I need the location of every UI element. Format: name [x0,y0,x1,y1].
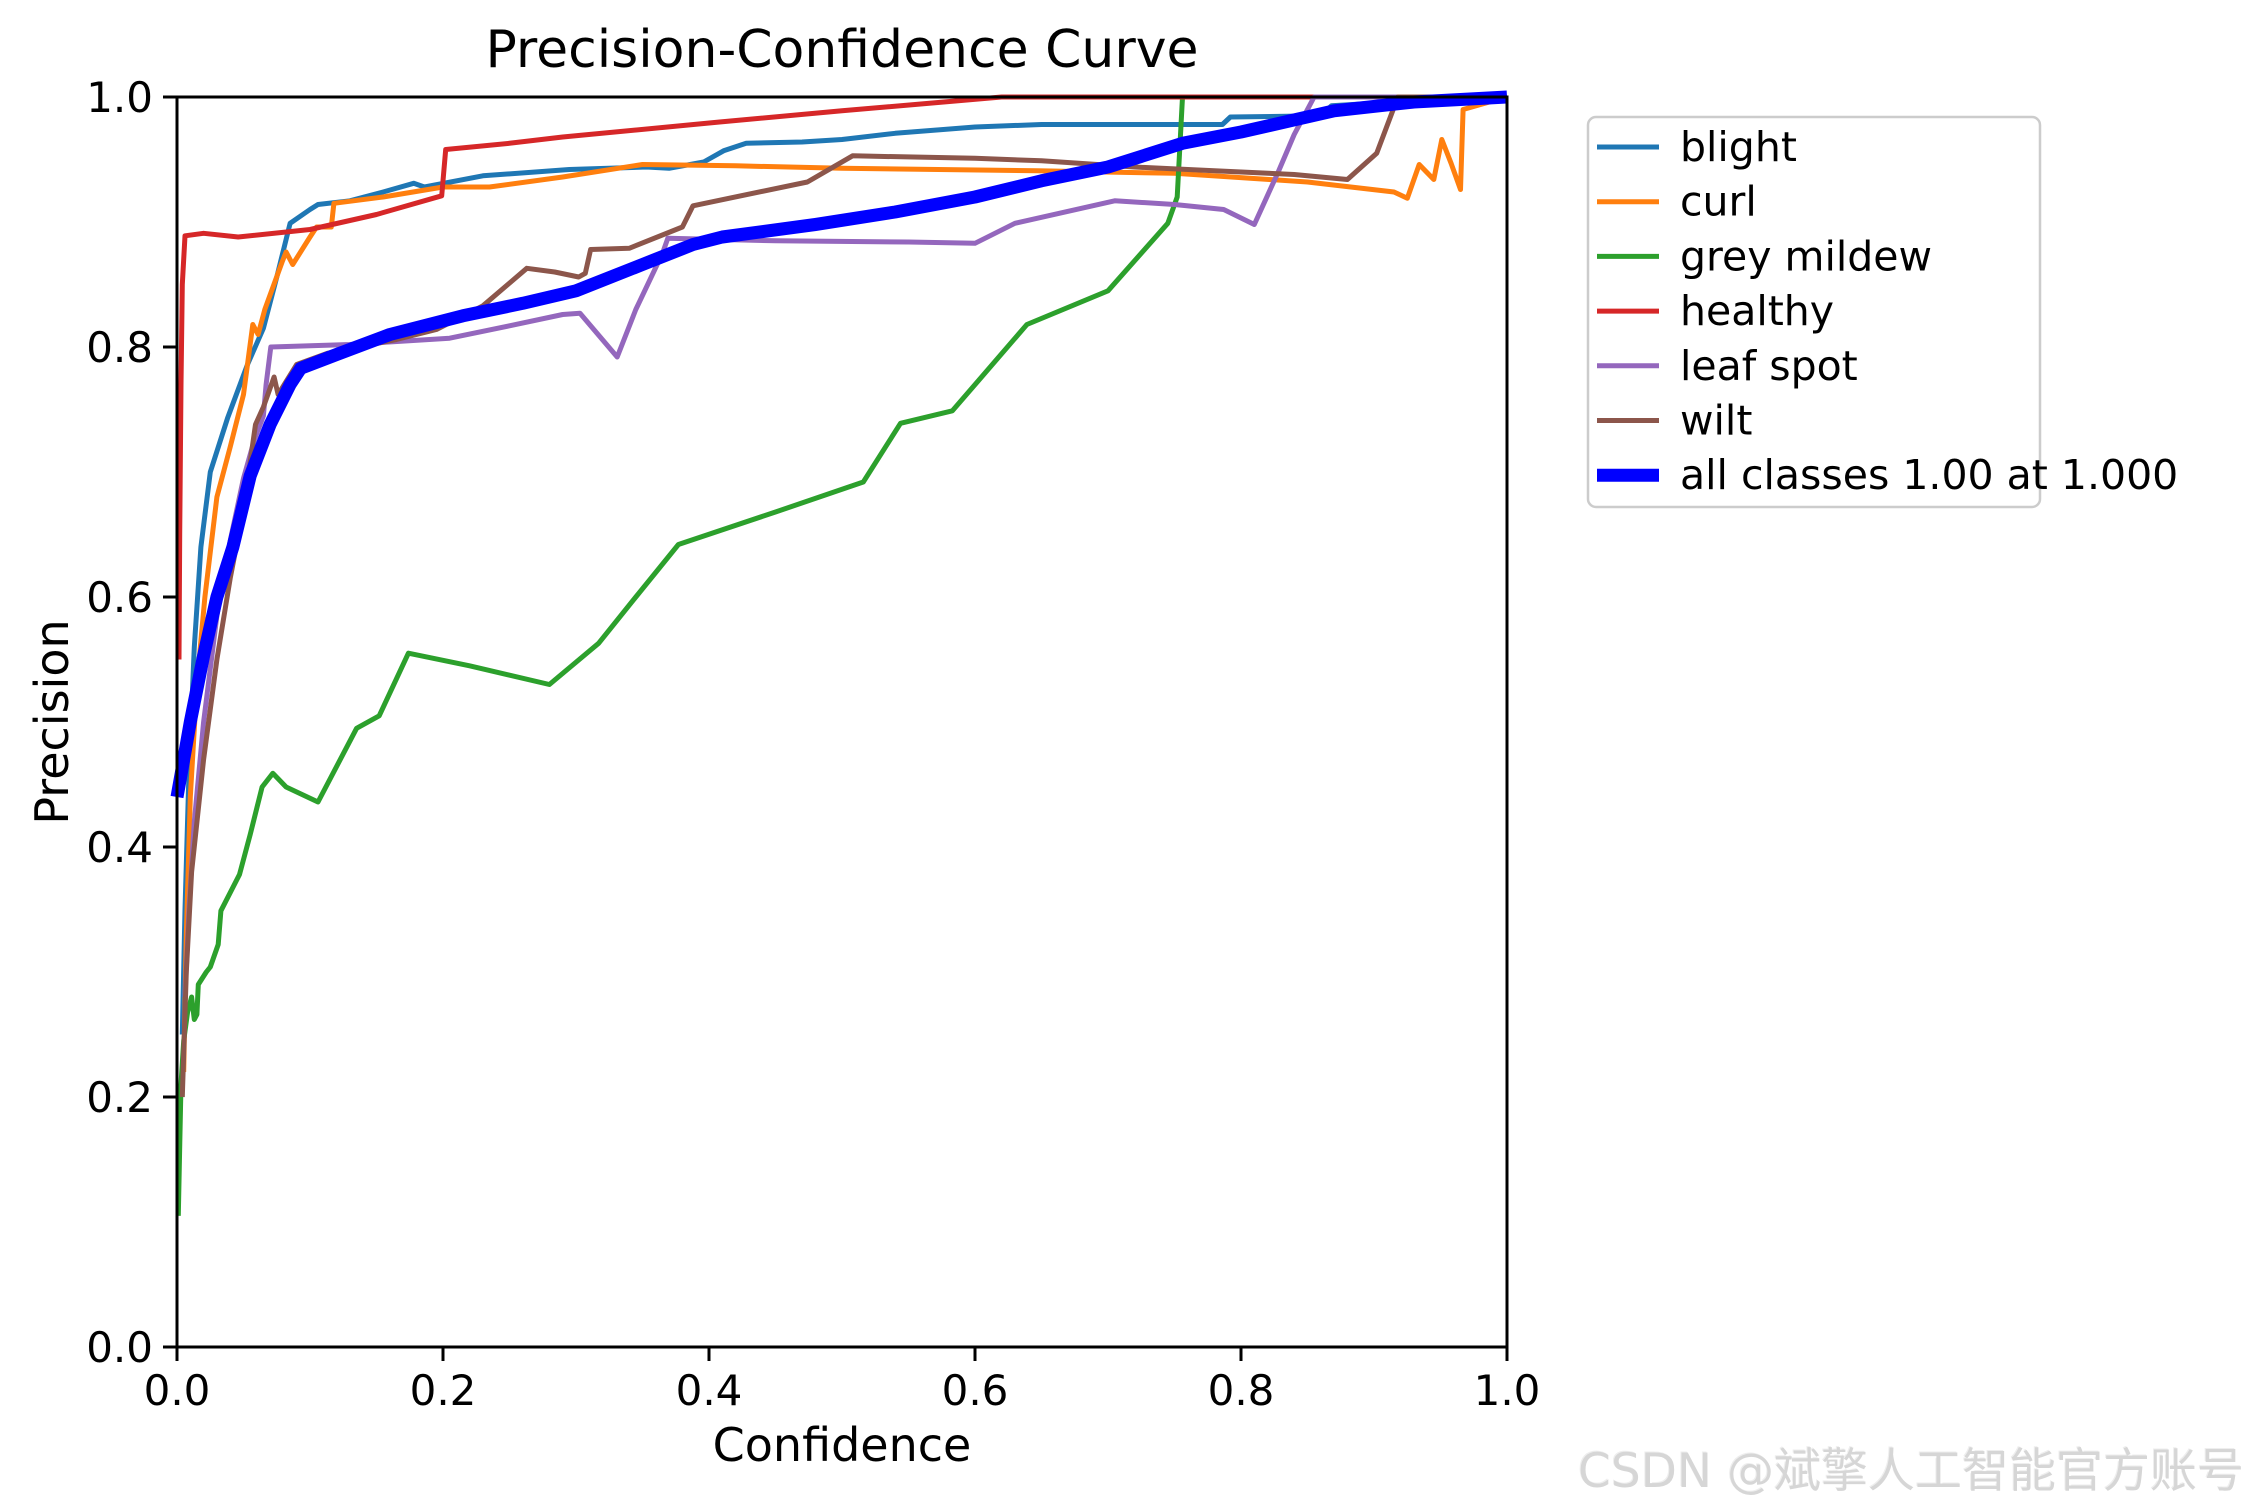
legend-label-blight: blight [1680,123,1797,171]
x-axis-label: Confidence [712,1418,972,1472]
legend-label-curl: curl [1680,178,1757,226]
y-tick-label: 1.0 [86,73,153,122]
curve-wilt [179,94,1507,1098]
y-tick-label: 0.0 [86,1323,153,1372]
y-axis-label: Precision [25,619,79,825]
y-tick-label: 0.4 [86,823,153,872]
chart-title: Precision-Confidence Curve [485,20,1199,80]
watermark: CSDN @斌擎人工智能官方账号 [1578,1444,2244,1499]
curve-grey-mildew [175,94,1507,1216]
curve-healthy [176,94,1507,660]
curve-leaf-spot [182,94,1507,998]
x-tick-label: 0.2 [410,1366,477,1415]
x-tick-label: 0.8 [1208,1366,1275,1415]
x-tick-label: 0.6 [942,1366,1009,1415]
x-tick-label: 0.0 [144,1366,211,1415]
legend-label-leaf-spot: leaf spot [1680,342,1858,390]
y-tick-label: 0.6 [86,573,153,622]
x-tick-label: 0.4 [676,1366,743,1415]
curve-blight [179,94,1507,1035]
curve-all-classes-1-00-at-1-000 [170,90,1508,799]
legend-box [1586,115,2042,509]
legend-label-grey-mildew: grey mildew [1680,232,1932,280]
legend-label-all-classes-1-00-at-1-000: all classes 1.00 at 1.000 [1680,451,2178,499]
y-tick-label: 0.8 [86,323,153,372]
legend-label-healthy: healthy [1680,287,1834,335]
legend-label-wilt: wilt [1680,397,1752,445]
y-tick-label: 0.2 [86,1073,153,1122]
curve-curl [181,94,1508,1073]
x-tick-label: 1.0 [1474,1366,1541,1415]
plot-border [175,95,1509,1349]
